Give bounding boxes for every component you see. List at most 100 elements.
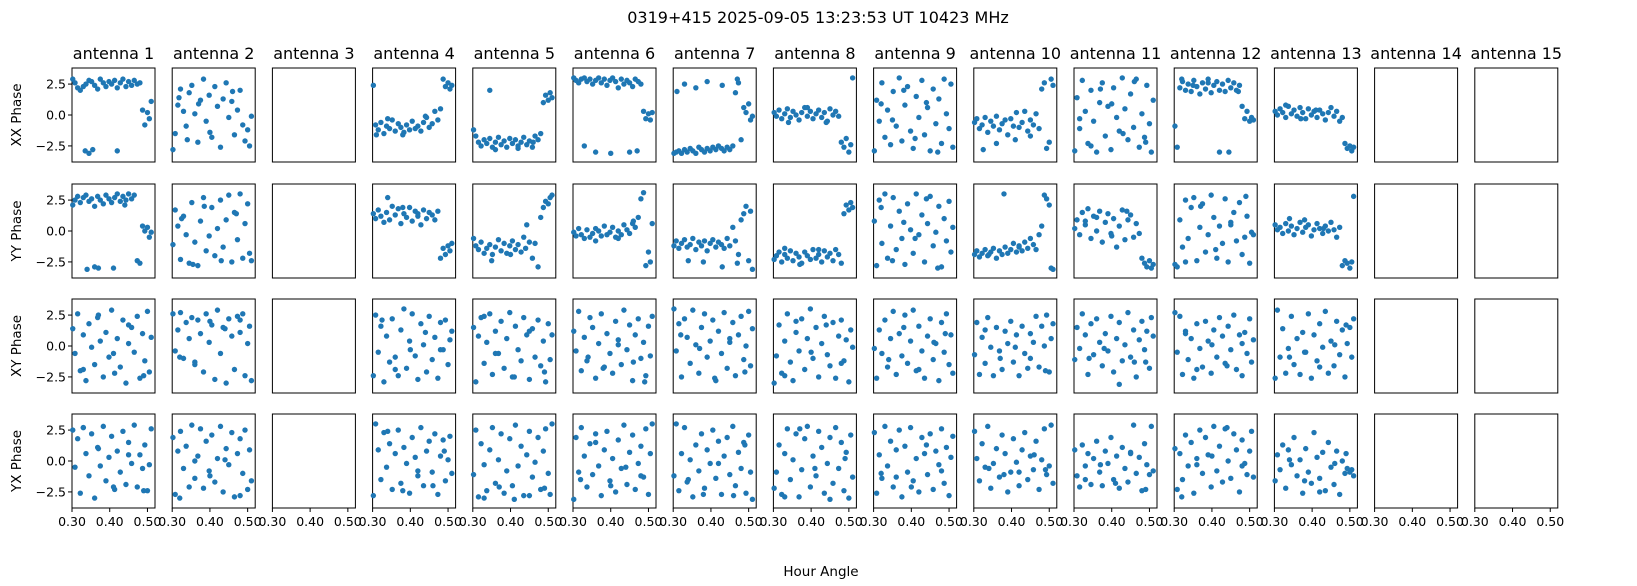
subplot-panel bbox=[671, 67, 757, 163]
data-point bbox=[1182, 259, 1189, 265]
subplot-panel bbox=[671, 183, 757, 279]
data-point bbox=[495, 457, 502, 463]
data-point bbox=[223, 80, 229, 86]
x-tick-label: 0.50 bbox=[935, 514, 963, 529]
data-point bbox=[1099, 483, 1105, 489]
data-point bbox=[541, 369, 548, 375]
data-point bbox=[470, 127, 477, 133]
panel-frame bbox=[171, 67, 256, 163]
data-point bbox=[735, 251, 742, 258]
data-point bbox=[693, 442, 699, 448]
data-point bbox=[899, 138, 905, 144]
data-point bbox=[1179, 494, 1185, 500]
data-point bbox=[1305, 106, 1312, 112]
data-point bbox=[144, 109, 151, 116]
panel-frame bbox=[1273, 67, 1358, 163]
data-point bbox=[581, 235, 588, 242]
data-point bbox=[626, 322, 633, 328]
data-point bbox=[924, 471, 931, 478]
y-tick-label: 0.0 bbox=[46, 224, 66, 239]
data-point bbox=[618, 232, 624, 238]
data-point bbox=[418, 222, 424, 228]
data-point bbox=[810, 453, 816, 459]
data-point bbox=[884, 255, 891, 261]
data-point bbox=[1316, 475, 1323, 482]
data-point bbox=[384, 194, 391, 201]
panel-frame bbox=[372, 298, 457, 394]
data-point bbox=[1074, 94, 1080, 101]
data-point bbox=[432, 334, 438, 341]
data-point bbox=[879, 240, 885, 247]
data-point bbox=[242, 138, 248, 144]
data-point bbox=[120, 193, 126, 200]
data-point bbox=[1025, 128, 1031, 134]
data-point bbox=[389, 316, 395, 322]
data-point bbox=[378, 119, 384, 126]
data-point bbox=[1301, 349, 1308, 355]
subplot-panel bbox=[671, 298, 757, 394]
data-point bbox=[518, 249, 524, 255]
data-point bbox=[97, 76, 103, 82]
data-point bbox=[1333, 108, 1340, 114]
data-point bbox=[632, 332, 638, 338]
data-point bbox=[823, 119, 829, 126]
data-point bbox=[231, 494, 238, 500]
data-point bbox=[1231, 209, 1237, 216]
data-point bbox=[1208, 370, 1214, 376]
panel-frame bbox=[772, 183, 857, 279]
data-point bbox=[214, 225, 221, 232]
data-point bbox=[175, 327, 181, 333]
data-point bbox=[189, 82, 195, 89]
data-point bbox=[793, 431, 799, 437]
data-point bbox=[180, 108, 187, 114]
data-point bbox=[547, 356, 553, 363]
data-point bbox=[125, 340, 132, 347]
data-point bbox=[386, 359, 393, 365]
data-point bbox=[183, 443, 189, 449]
data-point bbox=[1076, 232, 1083, 238]
data-point bbox=[234, 450, 241, 457]
subplot-panel: 0.30 0.40 0.50 bbox=[359, 413, 462, 529]
data-point bbox=[1110, 369, 1117, 375]
data-point bbox=[384, 116, 391, 122]
data-point bbox=[927, 316, 933, 322]
data-point bbox=[1093, 438, 1100, 444]
antenna-title: antenna 15 bbox=[1471, 44, 1563, 63]
data-point bbox=[1311, 332, 1317, 338]
data-point bbox=[696, 468, 702, 474]
data-point bbox=[782, 494, 788, 500]
data-point bbox=[214, 103, 221, 110]
data-point bbox=[1208, 484, 1214, 490]
data-point bbox=[901, 219, 907, 226]
data-point bbox=[598, 492, 604, 499]
data-point bbox=[1239, 463, 1245, 469]
data-point bbox=[615, 235, 621, 242]
subplot-panel bbox=[571, 298, 657, 394]
data-point bbox=[941, 349, 947, 355]
data-point bbox=[1012, 137, 1018, 143]
data-point bbox=[240, 122, 246, 128]
data-point bbox=[1001, 471, 1007, 478]
data-point bbox=[200, 194, 207, 201]
data-point bbox=[1328, 219, 1334, 226]
data-point bbox=[114, 335, 120, 342]
data-point bbox=[1202, 86, 1209, 92]
data-point bbox=[545, 470, 551, 477]
data-point bbox=[547, 90, 553, 96]
data-point bbox=[535, 317, 541, 323]
data-point bbox=[1288, 223, 1295, 229]
data-point bbox=[395, 372, 401, 379]
y-tick-label: −2.5 bbox=[36, 138, 66, 153]
data-point bbox=[1144, 82, 1150, 89]
data-point bbox=[793, 250, 799, 256]
data-point bbox=[172, 491, 178, 498]
data-point bbox=[226, 192, 232, 198]
data-point bbox=[1086, 355, 1092, 362]
data-point bbox=[1110, 85, 1117, 91]
data-point bbox=[649, 109, 655, 116]
data-point bbox=[818, 340, 825, 347]
data-point bbox=[1303, 116, 1309, 122]
data-point bbox=[1314, 114, 1320, 121]
data-point bbox=[846, 149, 852, 155]
data-point bbox=[871, 345, 878, 352]
